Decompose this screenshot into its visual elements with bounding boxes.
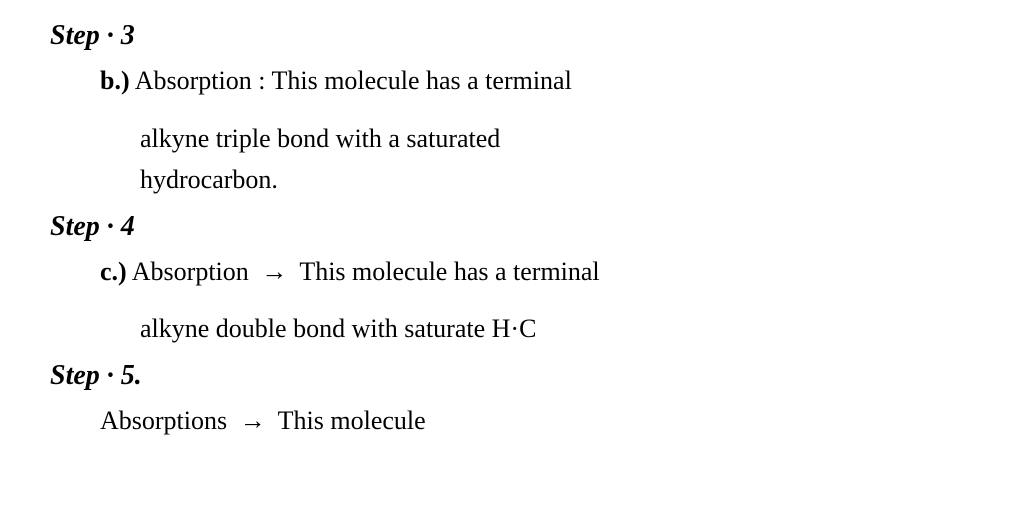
- step-5-block: Step · 5. Absorptions → This molecule: [40, 360, 984, 442]
- step-3-item: b.) Absorption : This molecule has a ter…: [100, 60, 984, 102]
- item-term-b: Absorption: [135, 66, 252, 95]
- step-4-heading: Step · 4: [50, 211, 984, 243]
- step-3-block: Step · 3 b.) Absorption : This molecule …: [40, 20, 984, 201]
- arrow-icon: →: [261, 251, 287, 293]
- step3-line3: hydrocarbon.: [140, 159, 984, 201]
- item-label-c: c.): [100, 257, 127, 286]
- step4-line2: alkyne double bond with saturate H·C: [140, 308, 984, 350]
- step4-line1: This molecule has a terminal: [299, 257, 599, 286]
- step-3-heading: Step · 3: [50, 20, 984, 52]
- step3-line1: This molecule has a terminal: [271, 66, 571, 95]
- item-label-b: b.): [100, 66, 130, 95]
- step5-line1: This molecule: [278, 406, 426, 435]
- separator-colon: :: [258, 66, 265, 95]
- step3-line2: alkyne triple bond with a saturated: [140, 118, 984, 160]
- step-5-heading: Step · 5.: [50, 360, 984, 392]
- step-4-item: c.) Absorption → This molecule has a ter…: [100, 251, 984, 293]
- item-term-step5: Absorptions: [100, 406, 227, 435]
- step-4-block: Step · 4 c.) Absorption → This molecule …: [40, 211, 984, 350]
- arrow-icon: →: [240, 400, 266, 442]
- step-5-item: Absorptions → This molecule: [100, 400, 984, 442]
- item-term-c: Absorption: [132, 257, 249, 286]
